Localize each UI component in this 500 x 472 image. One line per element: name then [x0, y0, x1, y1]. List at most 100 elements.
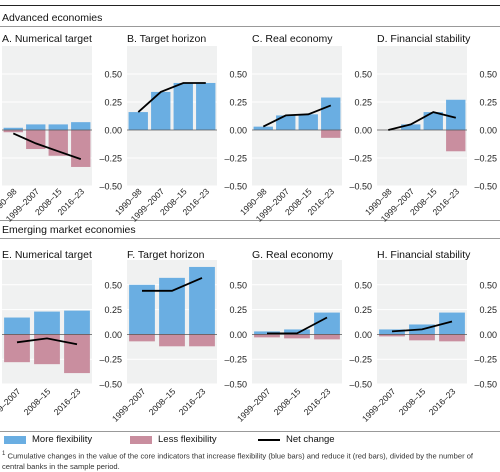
section-rule-emerging [0, 238, 500, 239]
tick-label: 0.25 [104, 98, 122, 108]
tick-label: 0.25 [354, 98, 372, 108]
tick-label: –0.50 [474, 182, 497, 192]
bar-less-flexibility [4, 334, 30, 363]
section-title-advanced: Advanced economies [2, 12, 103, 24]
bar-less-flexibility [3, 130, 23, 133]
bar-less-flexibility [314, 334, 340, 340]
bar-less-flexibility [409, 334, 435, 341]
bar-more-flexibility [253, 126, 273, 130]
tick-label: 0.25 [104, 305, 122, 315]
bar-more-flexibility [71, 122, 91, 130]
tick-label: 0.50 [479, 70, 497, 80]
bar-less-flexibility [284, 334, 310, 339]
category-label: 2008–15 [147, 386, 178, 417]
tick-label: 0.00 [104, 330, 122, 340]
charts-canvas: A. Numerical target 0.50 0.25 0.00 –0.25 –0.5… [0, 33, 497, 424]
legend-more-flexibility: More flexibility [4, 434, 92, 445]
category-label: 2016–23 [427, 386, 458, 417]
tick-label: –0.25 [224, 355, 247, 365]
bar-more-flexibility [4, 317, 30, 335]
tick-label: –0.25 [99, 355, 122, 365]
bar-more-flexibility [48, 124, 68, 130]
panel-title: G. Real economy [252, 249, 334, 261]
bar-more-flexibility [401, 124, 421, 130]
panel-a-numerical-target: A. Numerical target 0.50 0.25 0.00 –0.25 –0.5… [0, 33, 122, 224]
net-change-line [388, 111, 457, 131]
tick-label: 0.00 [229, 330, 247, 340]
panel-title: B. Target horizon [127, 33, 206, 45]
net-change-line [142, 277, 203, 292]
panel-b-target-horizon: B. Target horizon0.500.250.00–0.25–0.501… [113, 33, 247, 224]
section-rule-advanced [0, 26, 500, 27]
bar-more-flexibility [423, 112, 443, 130]
bar-less-flexibility [64, 334, 90, 374]
tick-label: –0.25 [99, 154, 122, 164]
bar-less-flexibility [439, 334, 465, 342]
panel-title: E. Numerical target [2, 249, 92, 261]
tick-label: 0.00 [354, 330, 372, 340]
bar-more-flexibility [173, 82, 193, 130]
tick-label: –0.25 [224, 154, 247, 164]
tick-label: 0.50 [479, 280, 497, 290]
bar-more-flexibility [3, 127, 23, 130]
tick-label: 0.25 [229, 98, 247, 108]
net-change-line [12, 132, 82, 160]
tick-label: 0.25 [354, 305, 372, 315]
bar-less-flexibility [129, 334, 155, 342]
bar-more-flexibility [314, 312, 340, 335]
panel-title: H. Financial stability [377, 249, 471, 261]
tick-label: –0.25 [349, 355, 372, 365]
bar-more-flexibility [276, 115, 296, 130]
bar-more-flexibility [64, 310, 90, 335]
section-title-emerging: Emerging market economies [2, 224, 136, 236]
net-change-line [137, 82, 206, 113]
tick-label: 0.00 [354, 126, 372, 136]
panel-c-real-economy: C. Real economy0.500.250.00–0.25–0.50199… [238, 33, 372, 224]
panel-title: D. Financial stability [377, 33, 471, 45]
category-label: 2016–23 [177, 386, 208, 417]
tick-label: 0.00 [104, 126, 122, 136]
net-change-line [391, 320, 453, 333]
bar-more-flexibility [128, 112, 148, 130]
tick-label: 0.00 [479, 330, 497, 340]
legend-label-less: Less flexibility [158, 434, 217, 445]
tick-label: 0.25 [479, 98, 497, 108]
panel-title: C. Real economy [252, 33, 333, 45]
category-label: 1999–2007 [235, 386, 273, 424]
bar-more-flexibility [284, 329, 310, 335]
panel-title: F. Target horizon [127, 249, 205, 261]
bar-less-flexibility [71, 130, 91, 167]
tick-label: 0.50 [104, 70, 122, 80]
tick-label: 0.25 [229, 305, 247, 315]
footnote-marker: 1 [2, 451, 6, 457]
bar-more-flexibility [298, 114, 318, 130]
panel-d-financial-stability: D. Financial stability 0.50 0.25 0.00 –0.25 –… [363, 33, 497, 224]
bar-more-flexibility [379, 329, 405, 335]
tick-label: –0.50 [224, 182, 247, 192]
legend-swatch-red [130, 435, 152, 444]
tick-label: 0.00 [229, 126, 247, 136]
legend-swatch-blue [4, 435, 26, 444]
tick-label: 0.50 [104, 280, 122, 290]
category-label: 1999–2007 [0, 386, 23, 424]
panel-title: A. Numerical target [2, 33, 92, 45]
legend-label-more: More flexibility [32, 434, 93, 445]
category-label: 2016–23 [52, 386, 83, 417]
tick-label: –0.25 [474, 154, 497, 164]
tick-label: –0.25 [349, 154, 372, 164]
bar-less-flexibility [254, 334, 280, 338]
legend-label-net: Net change [286, 434, 335, 445]
tick-label: –0.50 [349, 182, 372, 192]
top-rule [0, 5, 500, 6]
net-change-line [262, 104, 332, 128]
category-label: 1999–2007 [110, 386, 148, 424]
bar-more-flexibility [26, 124, 46, 130]
bar-less-flexibility [446, 130, 466, 152]
bar-more-flexibility [321, 97, 341, 130]
panel-h-financial-stability: H. Financial stability 0.50 0.25 0.00 –0.25 –… [360, 249, 497, 424]
tick-label: –0.50 [349, 380, 372, 390]
tick-label: –0.50 [224, 380, 247, 390]
tick-label: –0.50 [474, 380, 497, 390]
panel-e-numerical-target: E. Numerical target 0.50 0.25 0.00 –0.25 –0.5… [0, 249, 122, 424]
tick-label: 0.50 [229, 70, 247, 80]
